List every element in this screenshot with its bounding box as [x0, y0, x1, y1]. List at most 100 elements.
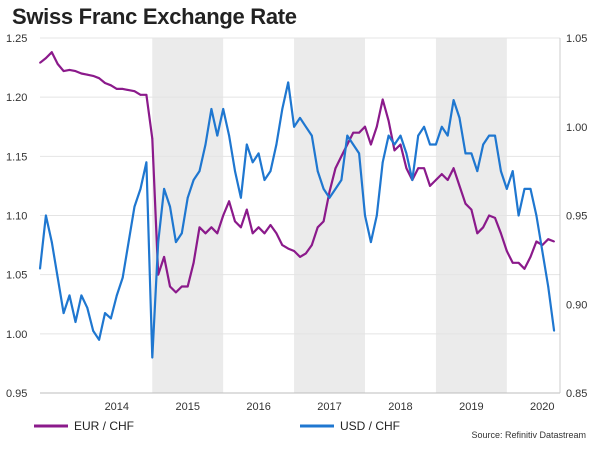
data-point-1 [210, 226, 213, 229]
data-point-1 [328, 190, 331, 193]
x-tick-label: 2016 [246, 401, 270, 413]
data-point-2 [511, 170, 514, 173]
data-point-2 [547, 285, 550, 288]
series-line-1 [39, 51, 555, 294]
data-point-1 [470, 208, 473, 211]
data-point-2 [257, 152, 260, 155]
data-point-1 [535, 240, 538, 243]
data-point-2 [346, 134, 349, 137]
data-point-1 [340, 155, 343, 158]
data-point-2 [352, 143, 355, 146]
data-point-2 [104, 312, 106, 314]
data-point-1 [358, 131, 360, 134]
y-right-tick-label: 1.00 [566, 122, 587, 134]
data-point-1 [62, 70, 65, 72]
data-point-1 [287, 247, 290, 250]
data-point-1 [281, 244, 284, 247]
data-point-2 [541, 250, 544, 252]
y-left-tick-label: 1.05 [6, 270, 27, 282]
data-point-1 [216, 232, 219, 235]
x-tick-label: 2018 [388, 401, 412, 413]
y-left-tick-label: 1.00 [6, 329, 27, 341]
data-point-2 [387, 134, 390, 137]
data-point-1 [163, 256, 166, 258]
data-point-2 [470, 152, 473, 155]
data-point-1 [139, 93, 142, 96]
data-point-2 [494, 134, 496, 137]
data-point-1 [68, 69, 71, 71]
data-point-2 [251, 161, 254, 164]
data-point-2 [263, 179, 266, 181]
chart-source: Source: Refinitiv Datastream [471, 430, 586, 440]
data-point-1 [511, 261, 514, 264]
data-point-1 [458, 185, 461, 187]
y-left-tick-label: 1.25 [6, 33, 27, 45]
data-point-2 [435, 143, 437, 146]
data-point-1 [316, 226, 319, 229]
data-point-1 [375, 125, 378, 128]
data-point-2 [517, 214, 520, 217]
data-point-1 [381, 98, 384, 101]
data-point-1 [405, 167, 408, 170]
data-point-1 [423, 167, 425, 170]
data-point-2 [204, 143, 207, 146]
data-point-2 [310, 134, 313, 137]
data-point-2 [482, 143, 485, 146]
data-point-2 [80, 294, 83, 297]
data-point-2 [476, 170, 479, 173]
data-point-2 [180, 232, 183, 235]
x-tick-label: 2014 [105, 401, 129, 413]
data-point-2 [458, 117, 461, 119]
data-point-2 [381, 161, 384, 164]
data-point-1 [269, 224, 272, 226]
data-point-1 [446, 179, 449, 181]
data-point-1 [39, 61, 41, 64]
data-point-1 [121, 88, 124, 90]
data-point-2 [62, 312, 65, 314]
data-point-2 [86, 306, 89, 309]
data-point-1 [198, 226, 201, 229]
data-point-2 [222, 108, 225, 110]
data-point-2 [127, 241, 130, 244]
data-point-1 [488, 214, 490, 217]
data-point-1 [133, 90, 136, 93]
data-point-2 [446, 134, 449, 137]
data-point-2 [440, 125, 443, 128]
data-point-1 [157, 273, 160, 276]
data-point-2 [39, 267, 41, 270]
data-point-1 [482, 226, 485, 229]
y-right-tick-label: 0.85 [566, 388, 587, 400]
data-point-1 [517, 261, 520, 264]
data-point-1 [310, 244, 313, 247]
data-point-2 [535, 214, 538, 217]
data-point-1 [186, 285, 189, 288]
data-point-2 [405, 152, 408, 155]
data-point-2 [151, 356, 154, 359]
data-point-1 [547, 238, 550, 241]
data-point-1 [494, 217, 496, 219]
data-point-1 [452, 167, 455, 170]
data-point-1 [240, 226, 242, 229]
data-point-1 [169, 285, 171, 288]
y-left-tick-label: 1.15 [6, 151, 27, 163]
data-point-1 [299, 256, 301, 258]
data-point-2 [488, 134, 490, 137]
data-point-1 [50, 51, 53, 54]
data-point-1 [523, 267, 526, 270]
data-point-1 [334, 167, 337, 170]
data-point-2 [322, 188, 325, 190]
data-point-2 [45, 214, 47, 217]
data-point-2 [299, 117, 301, 119]
x-tick-label: 2017 [317, 401, 341, 413]
data-point-1 [204, 232, 207, 235]
data-point-1 [505, 250, 508, 252]
data-point-1 [352, 131, 355, 134]
data-point-2 [56, 276, 59, 279]
legend-label-2: USD / CHF [340, 419, 400, 433]
data-point-2 [110, 317, 112, 320]
data-point-1 [364, 125, 366, 128]
y-left-tick-label: 0.95 [6, 388, 27, 400]
data-point-2 [234, 170, 236, 173]
data-point-2 [145, 161, 148, 164]
